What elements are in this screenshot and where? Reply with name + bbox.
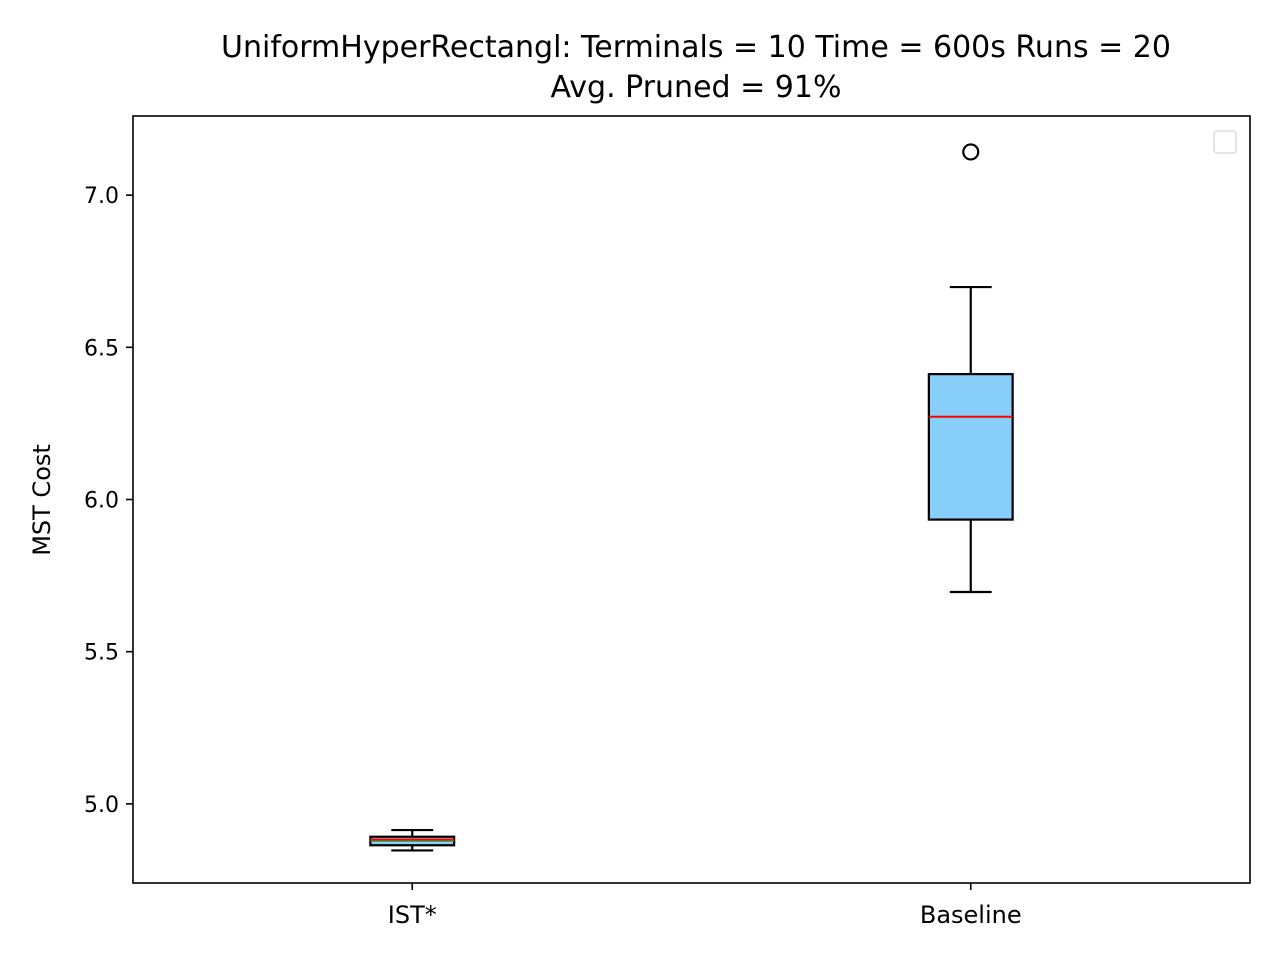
y-axis-label: MST Cost (28, 444, 56, 556)
y-tick-label: 6.5 (84, 336, 119, 361)
outlier-point (962, 143, 980, 161)
chart-subtitle: Avg. Pruned = 91% (550, 70, 842, 105)
y-tick-label: 6.0 (84, 489, 119, 514)
plot-area-frame (132, 115, 1251, 884)
chart-title: UniformHyperRectangl: Terminals = 10 Tim… (221, 30, 1171, 65)
y-tick-label: 7.0 (84, 184, 119, 209)
box-iqr (927, 373, 1014, 521)
y-tick-label: 5.5 (84, 641, 119, 666)
x-tick-label: Baseline (920, 901, 1022, 929)
legend-box (1213, 130, 1237, 154)
y-tick-label: 5.0 (84, 793, 119, 818)
x-tick-label: IST* (388, 901, 437, 929)
